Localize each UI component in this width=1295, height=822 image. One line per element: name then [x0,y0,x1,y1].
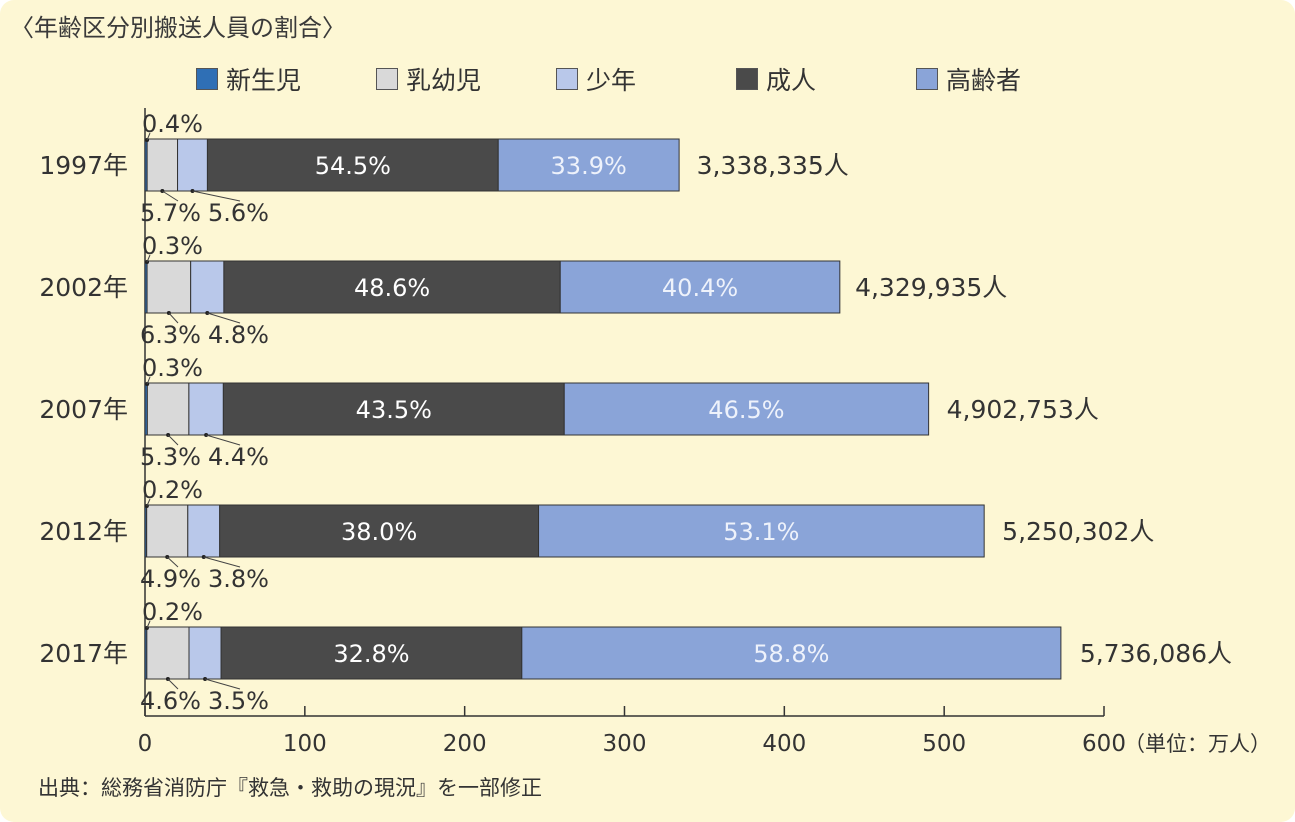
data-label-adult-0: 54.5% [315,152,391,180]
data-label-newborn-4: 0.2% [142,598,203,626]
leader-line-newborn-1 [146,254,151,263]
leader-line-youth-0 [192,190,241,202]
bar-adult-4 [220,626,523,680]
legend-item-newborn: 新生児 [196,61,346,97]
leader-line-newborn-4 [146,620,151,629]
bar-elderly-1 [559,260,841,314]
bar-elderly-3 [538,504,985,558]
source-note: 出典：総務省消防庁『救急・救助の現況』を一部修正 [38,776,542,800]
x-tick-label-100: 100 [283,731,327,757]
bar-elderly-2 [563,382,930,436]
leader-line-infant-3 [166,556,179,568]
leader-line-youth-2 [205,434,241,446]
bar-youth-3 [187,504,221,558]
legend-item-adult: 成人 [736,61,886,97]
bar-youth-2 [188,382,224,436]
category-label-0: 1997年 [39,151,128,180]
data-label-youth-3: 3.8% [208,565,269,593]
x-tick-label-0: 0 [138,731,153,757]
bar-infant-4 [146,626,190,680]
leader-line-youth-3 [203,556,241,568]
bar-infant-1 [146,260,192,314]
data-label-newborn-3: 0.2% [142,476,203,504]
data-label-adult-2: 43.5% [356,396,432,424]
data-label-youth-0: 5.6% [208,199,269,227]
x-tick-label-200: 200 [443,731,487,757]
data-label-newborn-1: 0.3% [142,232,203,260]
unit-label: （単位：万人） [1124,732,1271,756]
data-label-elderly-2: 46.5% [708,396,784,424]
x-tick-label-300: 300 [603,731,647,757]
category-label-4: 2017年 [39,639,128,668]
total-label-2: 4,902,753人 [947,395,1099,424]
legend-swatch-youth [556,68,578,90]
data-label-adult-3: 38.0% [341,518,417,546]
legend: 新生児 乳幼児 少年 成人 高齢者 [196,62,1051,96]
legend-item-elderly: 高齢者 [916,61,1021,97]
total-label-4: 5,736,086人 [1080,639,1232,668]
bar-youth-4 [188,626,222,680]
bar-adult-2 [222,382,565,436]
x-tick-label-400: 400 [762,731,806,757]
legend-label-elderly: 高齢者 [946,66,1022,95]
legend-label-youth: 少年 [586,66,637,95]
legend-item-youth: 少年 [556,61,706,97]
bar-youth-0 [177,138,208,192]
legend-label-infant: 乳幼児 [406,66,482,95]
category-label-1: 2002年 [39,273,128,302]
legend-swatch-elderly [916,68,938,90]
leader-line-newborn-3 [146,498,151,507]
total-label-0: 3,338,335人 [697,151,849,180]
leader-line-infant-1 [168,312,179,324]
data-label-adult-4: 32.8% [333,640,409,668]
legend-item-infant: 乳幼児 [376,61,526,97]
data-label-newborn-0: 0.4% [142,110,203,138]
legend-label-adult: 成人 [766,66,817,95]
data-label-elderly-4: 58.8% [753,640,829,668]
legend-swatch-adult [736,68,758,90]
legend-swatch-newborn [196,68,218,90]
x-tick-label-500: 500 [922,731,966,757]
x-tick-label-600: 600 [1082,731,1126,757]
chart-title: 〈年齢区分別搬送人員の割合〉 [10,14,346,42]
leader-line-infant-0 [162,190,179,202]
data-label-infant-4: 4.6% [140,687,201,715]
data-label-infant-1: 6.3% [140,321,201,349]
category-label-3: 2012年 [39,517,128,546]
category-label-2: 2007年 [39,395,128,424]
total-label-3: 5,250,302人 [1002,517,1154,546]
data-label-infant-2: 5.3% [140,443,201,471]
data-label-elderly-0: 33.9% [551,152,627,180]
data-label-elderly-1: 40.4% [662,274,738,302]
data-label-newborn-2: 0.3% [142,354,203,382]
legend-label-newborn: 新生児 [226,66,302,95]
leader-line-newborn-2 [146,376,151,385]
bar-elderly-0 [497,138,680,192]
data-label-youth-2: 4.4% [208,443,269,471]
bar-infant-3 [146,504,189,558]
bar-adult-3 [219,504,540,558]
data-label-infant-3: 4.9% [140,565,201,593]
legend-swatch-infant [376,68,398,90]
leader-line-infant-2 [167,434,179,446]
bar-youth-1 [190,260,225,314]
bar-adult-1 [223,260,561,314]
data-label-infant-0: 5.7% [140,199,201,227]
bar-infant-0 [146,138,179,192]
total-label-1: 4,329,935人 [855,273,1007,302]
bar-adult-0 [206,138,499,192]
leader-line-newborn-0 [146,132,151,141]
data-label-elderly-3: 53.1% [723,518,799,546]
data-label-youth-4: 3.5% [208,687,269,715]
leader-line-infant-4 [167,678,179,690]
leader-line-youth-1 [207,312,241,324]
bar-infant-2 [146,382,190,436]
leader-line-youth-4 [204,678,241,690]
data-label-youth-1: 4.8% [208,321,269,349]
data-label-adult-1: 48.6% [354,274,430,302]
bar-elderly-4 [521,626,1062,680]
